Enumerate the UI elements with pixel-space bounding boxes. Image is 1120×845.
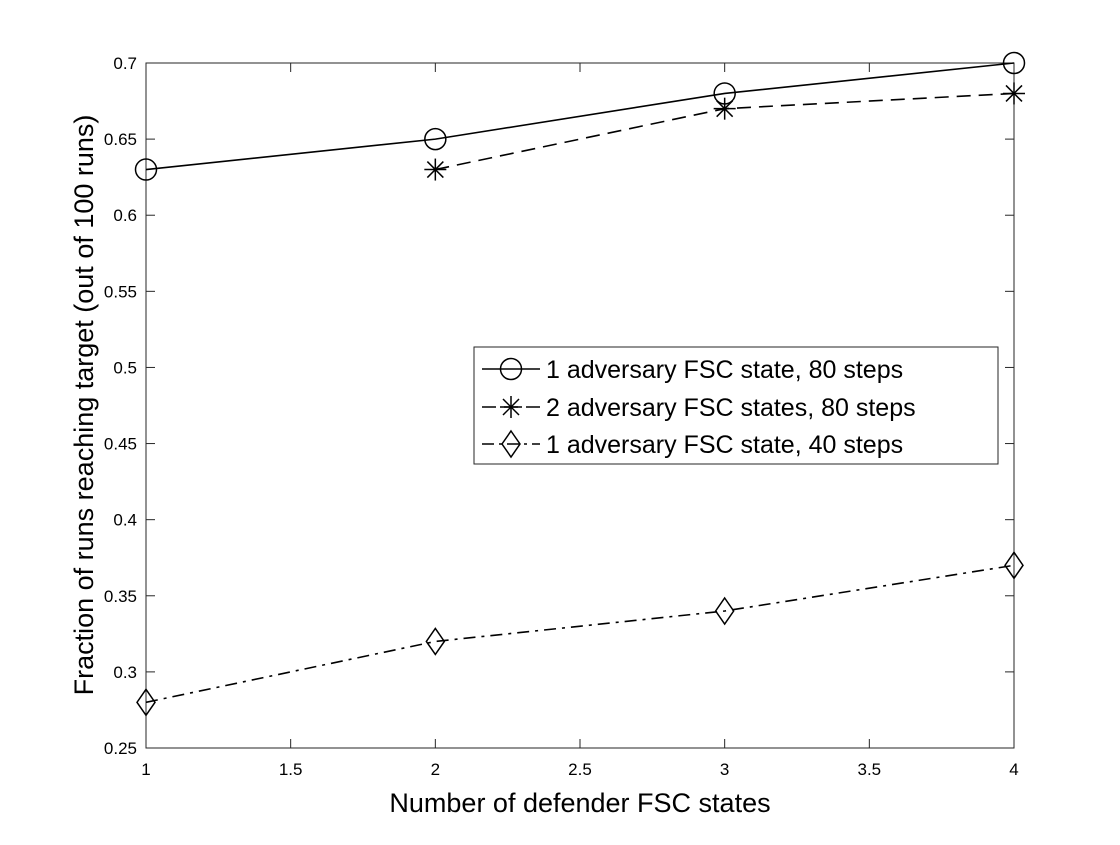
series-3-point <box>1004 551 1024 580</box>
y-tick-label: 0.4 <box>113 511 137 530</box>
x-tick-label: 4 <box>1009 760 1018 779</box>
y-tick-label: 0.35 <box>104 587 137 606</box>
legend: 1 adversary FSC state, 80 steps 2 advers… <box>473 346 999 465</box>
x-tick-label: 2 <box>431 760 440 779</box>
y-tick-label: 0.6 <box>113 206 137 225</box>
series-3-point <box>425 627 446 656</box>
legend-label-series-2: 2 adversary FSC states, 80 steps <box>546 394 916 422</box>
series-2 <box>424 82 1025 181</box>
series-2-point <box>424 158 447 181</box>
x-tick-label: 1 <box>141 760 150 779</box>
y-tick-label: 0.7 <box>113 54 137 73</box>
series-3-line <box>145 564 1015 704</box>
legend-label-series-1: 1 adversary FSC state, 80 steps <box>546 356 903 384</box>
axes-ticks: 1 1.5 2 2.5 3 3.5 4 0.25 0.3 0.35 0.4 0.45 0.5 0.55 0.… <box>104 54 1019 779</box>
series-layer <box>134 51 1026 717</box>
series-1-point <box>424 127 447 151</box>
legend-entries <box>482 357 540 459</box>
x-tick-label: 3.5 <box>858 760 882 779</box>
x-axis-label: Number of defender FSC states <box>389 788 770 818</box>
x-tick-label: 1.5 <box>279 760 303 779</box>
y-tick-label: 0.45 <box>104 435 137 454</box>
legend-box <box>473 346 999 465</box>
legend-label-series-3: 1 adversary FSC state, 40 steps <box>546 431 903 459</box>
series-1-point <box>1002 51 1026 75</box>
series-1-line <box>145 62 1015 171</box>
y-axis-label: Fraction of runs reaching target (out of… <box>69 115 99 696</box>
series-2-point <box>1003 82 1025 105</box>
x-tick-label: 3 <box>720 760 729 779</box>
series-2-point <box>713 97 736 120</box>
y-tick-label: 0.3 <box>113 663 137 682</box>
series-3-point <box>136 688 156 717</box>
series-1-point <box>134 158 158 181</box>
legend-marker-3 <box>501 429 521 459</box>
series-3 <box>136 551 1024 717</box>
y-tick-label: 0.5 <box>113 358 137 377</box>
y-tick-label: 0.55 <box>104 282 137 301</box>
x-tick-label: 2.5 <box>568 760 592 779</box>
y-tick-label: 0.65 <box>104 130 137 149</box>
legend-marker-2 <box>500 396 522 418</box>
legend-marker-1 <box>499 357 523 381</box>
y-tick-label: 0.25 <box>104 739 137 758</box>
series-3-point <box>714 596 735 626</box>
